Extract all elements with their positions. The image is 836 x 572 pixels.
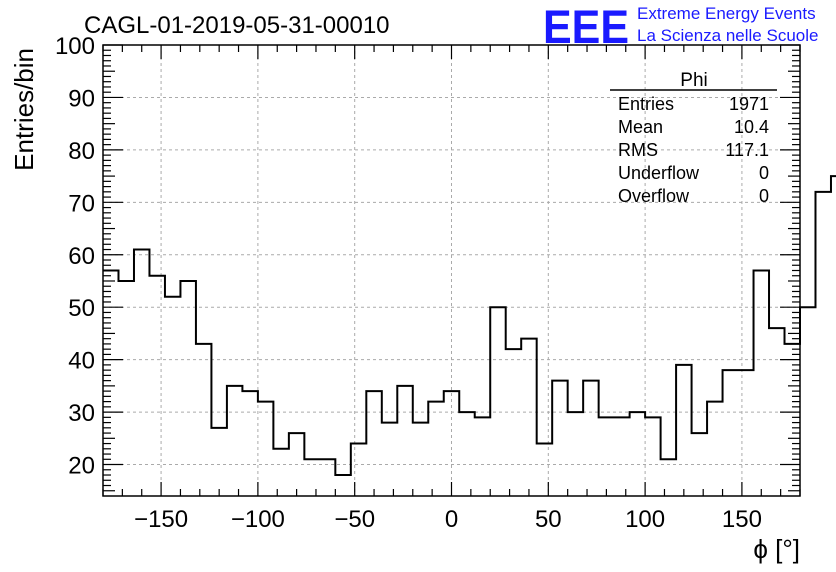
- histogram-bin: [506, 349, 521, 496]
- histogram-bin: [149, 276, 164, 496]
- histogram-bin: [165, 297, 180, 496]
- stats-row-value: 0: [759, 163, 769, 183]
- stats-row-label: Entries: [618, 94, 674, 114]
- x-axis-label: ϕ [°]: [753, 534, 800, 564]
- y-tick-label: 90: [68, 85, 95, 112]
- histogram-bin: [351, 444, 366, 496]
- stats-row-value: 10.4: [734, 117, 769, 137]
- eee-logo-mark: EEE: [543, 0, 629, 53]
- histogram-bin: [738, 370, 753, 496]
- histogram-bin: [258, 402, 273, 496]
- logo-line-1: Extreme Energy Events: [637, 4, 816, 23]
- histogram-bin: [630, 412, 645, 496]
- histogram-bin: [475, 417, 490, 496]
- histogram-bin: [227, 386, 242, 496]
- histogram-bin: [273, 449, 288, 496]
- histogram-bin: [521, 339, 536, 496]
- histogram-bin: [707, 402, 722, 496]
- histogram-bin: [815, 192, 830, 496]
- y-tick-label: 40: [68, 348, 95, 375]
- y-tick-label: 100: [55, 33, 95, 60]
- histogram-bin: [242, 391, 257, 496]
- stats-row-label: Underflow: [618, 163, 700, 183]
- stats-row-label: RMS: [618, 140, 658, 160]
- histogram-bin: [459, 412, 474, 496]
- histogram-bin: [537, 444, 552, 496]
- histogram-bin: [444, 391, 459, 496]
- bins-layer: [103, 66, 836, 496]
- histogram-outline: [103, 175, 836, 477]
- eee-logo: EEE Extreme Energy Events La Scienza nel…: [543, 0, 818, 53]
- histogram-bin: [211, 428, 226, 496]
- histogram-bin: [366, 391, 381, 496]
- x-tick-label: −50: [334, 506, 375, 533]
- histogram-bin: [490, 307, 505, 496]
- x-tick-labels: −150 −100 −50 0 50 100 150: [134, 506, 762, 533]
- stats-row-value: 0: [759, 186, 769, 206]
- histogram-bin: [180, 281, 195, 496]
- x-tick-label: 100: [625, 506, 665, 533]
- x-tick-label: 50: [535, 506, 562, 533]
- histogram-bin: [413, 423, 428, 496]
- x-tick-label: 0: [445, 506, 458, 533]
- stats-row-label: Mean: [618, 117, 663, 137]
- histogram-bin: [320, 459, 335, 496]
- stats-title: Phi: [680, 70, 707, 91]
- x-tick-label: 150: [722, 506, 762, 533]
- histogram-bin: [831, 176, 836, 496]
- histogram-bin: [645, 417, 660, 496]
- histogram-bin: [289, 433, 304, 496]
- y-tick-label: 60: [68, 243, 95, 270]
- histogram-bin: [785, 344, 800, 496]
- histogram-bin: [382, 423, 397, 496]
- y-tick-label: 80: [68, 138, 95, 165]
- histogram-bin: [754, 271, 769, 497]
- ticks-layer: [102, 44, 801, 496]
- histogram-bin: [599, 417, 614, 496]
- histogram-bin: [196, 344, 211, 496]
- histogram-bin: [614, 417, 629, 496]
- stats-row-label: Overflow: [618, 186, 690, 206]
- histogram-bin: [335, 475, 350, 496]
- histogram-bin: [134, 250, 149, 496]
- histogram-bin: [723, 370, 738, 496]
- histogram-bin: [692, 433, 707, 496]
- x-tick-label: −100: [231, 506, 285, 533]
- histogram-bin: [661, 459, 676, 496]
- stats-box: Phi Entries 1971 Mean 10.4 RMS 117.1 Underflow…: [610, 70, 777, 206]
- histogram-bin: [304, 459, 319, 496]
- logo-line-2: La Scienza nelle Scuole: [637, 26, 818, 45]
- histogram-bin: [676, 365, 691, 496]
- chart-title: CAGL-01-2019-05-31-00010: [84, 12, 390, 39]
- histogram-bin: [397, 386, 412, 496]
- histogram-bin: [118, 281, 133, 496]
- y-tick-label: 70: [68, 190, 95, 217]
- x-tick-label: −150: [134, 506, 188, 533]
- histogram-bin: [552, 381, 567, 496]
- stats-row-value: 117.1: [725, 140, 769, 160]
- y-tick-labels: 20 30 40 50 60 70 80 90 100: [55, 33, 95, 480]
- histogram-bin: [103, 271, 118, 497]
- stats-row-value: 1971: [729, 94, 769, 114]
- histogram-bin: [800, 307, 815, 496]
- histogram-bin: [428, 402, 443, 496]
- histogram-bin: [583, 381, 598, 496]
- y-tick-label: 30: [68, 400, 95, 427]
- y-tick-label: 50: [68, 295, 95, 322]
- y-tick-label: 20: [68, 453, 95, 480]
- y-axis-label: Entries/bin: [9, 48, 39, 171]
- histogram-bin: [568, 412, 583, 496]
